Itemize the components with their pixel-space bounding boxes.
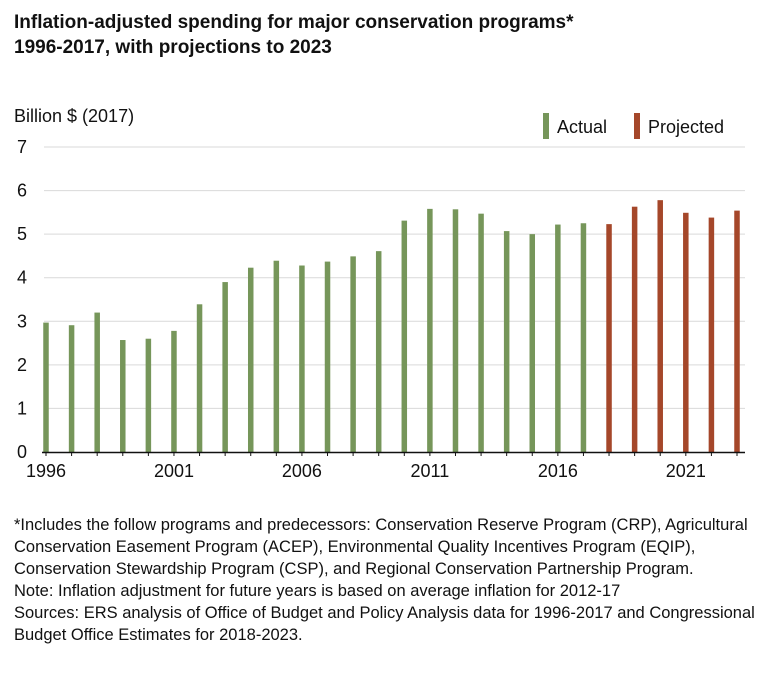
y-tick-label: 5 [17, 224, 27, 244]
bar-2013 [478, 213, 484, 452]
bar-2015 [529, 234, 536, 452]
bar-1997 [68, 325, 75, 452]
bar-2011 [427, 208, 433, 452]
x-tick-label: 2016 [538, 461, 578, 481]
y-tick-label: 7 [17, 137, 27, 157]
bar-2003 [222, 282, 228, 452]
bar-2020 [657, 200, 663, 452]
legend-label-1: Projected [648, 117, 724, 137]
y-axis-ticks: 0 1 2 3 4 5 6 7 [17, 137, 27, 462]
bar-2001 [171, 330, 177, 452]
bar-2016 [555, 224, 561, 452]
bar-2012 [452, 209, 459, 452]
bar-2017 [580, 223, 587, 452]
bar-2002 [196, 304, 203, 452]
y-tick-label: 0 [17, 442, 27, 462]
bar-2021 [683, 212, 689, 452]
bar-2009 [375, 251, 382, 452]
y-tick-label: 1 [17, 398, 27, 418]
note-inflation: Note: Inflation adjustment for future ye… [14, 582, 621, 600]
y-axis-label: Billion $ (2017) [14, 106, 134, 126]
x-tick-label: 2001 [154, 461, 194, 481]
y-tick-label: 6 [17, 181, 27, 201]
chart-title: Inflation-adjusted spending for major co… [14, 10, 754, 60]
note-sources: Sources: ERS analysis of Office of Budge… [14, 604, 755, 644]
bar-1999 [120, 340, 126, 452]
x-tick-label: 2011 [411, 461, 450, 481]
y-tick-label: 3 [17, 311, 27, 331]
legend-label-0: Actual [557, 117, 607, 137]
x-tick-label: 2021 [666, 461, 706, 481]
bar-2006 [299, 265, 305, 452]
bar-2008 [350, 256, 356, 452]
bar-1996 [43, 322, 49, 452]
legend: Actual Projected [543, 113, 724, 139]
bar-chart: Billion $ (2017) 0 1 2 3 4 5 6 7 1996 2001 2006 20… [14, 106, 745, 481]
grid-lines [44, 146, 745, 409]
x-tick-label: 1996 [26, 461, 66, 481]
bar-2007 [324, 261, 331, 452]
bar-2022 [708, 217, 715, 452]
bar-2004 [247, 267, 254, 452]
bars [43, 200, 740, 452]
chart-title-line-2: 1996-2017, with projections to 2023 [14, 37, 332, 58]
bar-2010 [401, 220, 408, 452]
x-tick-label: 2006 [282, 461, 322, 481]
y-tick-label: 2 [17, 355, 27, 375]
bar-2023 [734, 210, 740, 452]
legend-swatch-1 [634, 113, 640, 139]
legend-swatch-0 [543, 113, 549, 139]
chart-title-line-1: Inflation-adjusted spending for major co… [14, 12, 574, 33]
footnote-programs: *Includes the follow programs and predec… [14, 516, 748, 578]
notes: *Includes the follow programs and predec… [14, 514, 762, 646]
bar-2019 [631, 206, 638, 452]
bar-2000 [145, 338, 152, 452]
x-axis: 1996 2001 2006 2011 2016 2021 [26, 451, 745, 481]
y-tick-label: 4 [17, 268, 27, 288]
bar-2018 [606, 224, 612, 452]
bar-2014 [503, 231, 510, 452]
bar-1998 [94, 312, 100, 452]
bar-2005 [273, 260, 280, 452]
